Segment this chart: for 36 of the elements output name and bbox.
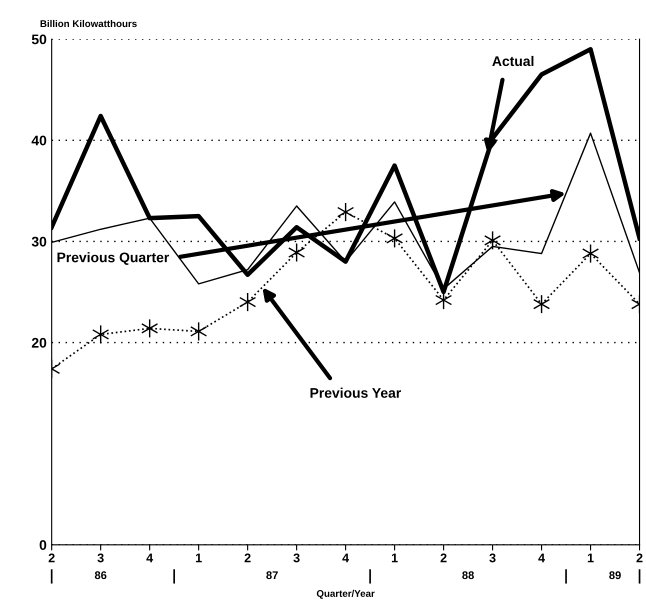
x-tick-label: 1 xyxy=(588,554,594,562)
y-tick-label: 20 xyxy=(32,338,46,348)
x-tick-label: 4 xyxy=(146,554,154,562)
x-tick-label: 2 xyxy=(440,553,447,562)
y-tick-label: 40 xyxy=(32,136,46,146)
point xyxy=(484,230,502,250)
x-tick-label: 2 xyxy=(48,553,55,562)
point xyxy=(92,324,110,344)
text: 87 xyxy=(266,571,278,580)
point xyxy=(190,322,208,342)
point xyxy=(386,228,404,248)
series-label: Previous Quarter xyxy=(58,252,170,265)
text: Previous Year xyxy=(310,388,402,398)
y-axis-title: Billion Kilowatthours xyxy=(40,20,137,28)
x-tick-label: 1 xyxy=(392,554,398,562)
x-tick-label: 3 xyxy=(97,553,104,562)
point xyxy=(533,294,550,314)
x-tick-label: 1 xyxy=(196,554,202,562)
point xyxy=(239,292,256,312)
text: 86 xyxy=(94,571,106,580)
y-tick-label: 0 xyxy=(40,540,46,550)
point xyxy=(288,242,306,262)
series-label: Actual xyxy=(492,56,534,66)
point xyxy=(141,318,158,338)
x-tick-label: 3 xyxy=(293,553,300,562)
y-tick-label: 50 xyxy=(32,34,46,44)
point xyxy=(337,202,354,222)
y-tick-label: 30 xyxy=(32,236,46,247)
x-tick-label: 4 xyxy=(538,554,545,562)
x-tick-label: 3 xyxy=(489,553,496,562)
text: 88 xyxy=(462,571,474,580)
x-tick-label: 2 xyxy=(244,553,251,562)
x-axis-title: Quarter/Year xyxy=(316,590,375,599)
text: 89 xyxy=(609,571,621,580)
x-tick-label: 2 xyxy=(636,553,643,562)
x-tick-label: 4 xyxy=(342,554,350,562)
